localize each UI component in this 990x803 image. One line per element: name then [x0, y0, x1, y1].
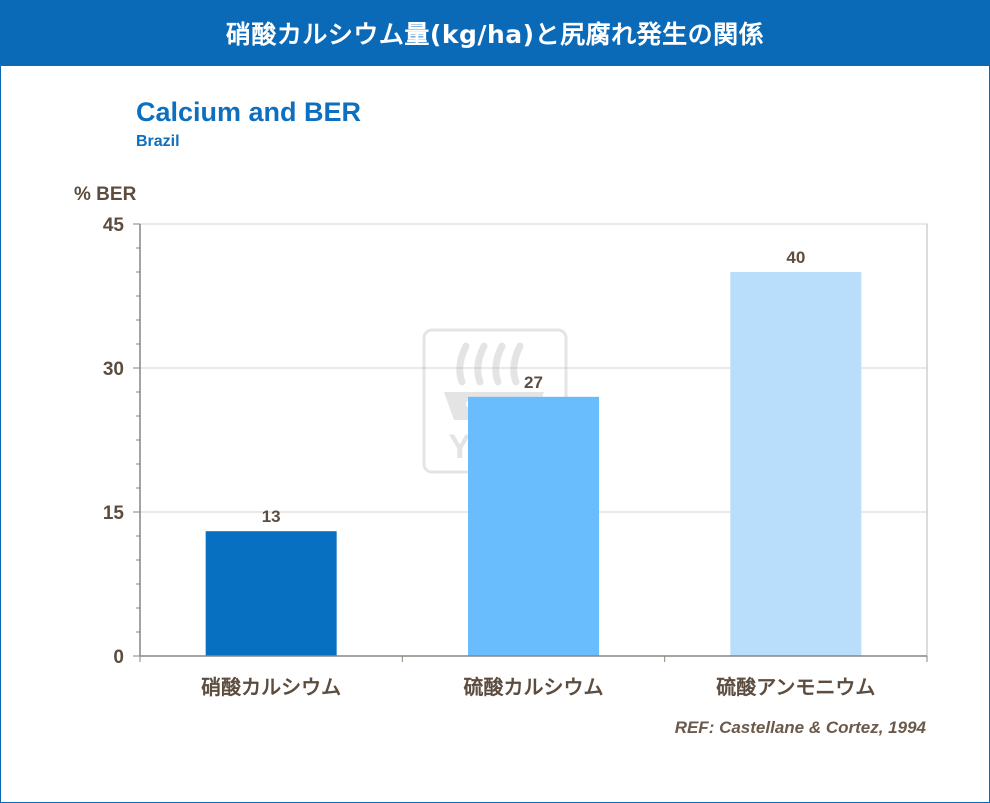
- x-ticks: 硝酸カルシウム 硫酸カルシウム 硫酸アンモニウム: [139, 656, 928, 699]
- y-tick-label: 15: [103, 503, 125, 524]
- banner-title: 硝酸カルシウム量(kg/ha)と尻腐れ発生の関係: [225, 20, 765, 49]
- bars: 13 27 40: [205, 248, 862, 656]
- x-tick-label: 硫酸カルシウム: [464, 675, 604, 699]
- y-tick-label: 30: [103, 359, 124, 380]
- x-tick-label: 硝酸カルシウム: [201, 675, 341, 699]
- bar-value-label: 13: [262, 507, 281, 526]
- chart-title: Calcium and BER: [136, 97, 362, 127]
- y-tick-label: 0: [113, 647, 124, 668]
- bar-value-label: 27: [524, 373, 543, 392]
- bar: [468, 396, 599, 656]
- bar-value-label: 40: [786, 248, 805, 267]
- title-banner: 硝酸カルシウム量(kg/ha)と尻腐れ発生の関係: [0, 0, 990, 66]
- reference-citation: REF: Castellane & Cortez, 1994: [674, 718, 926, 737]
- y-tick-label: 45: [103, 215, 125, 236]
- bar: [205, 531, 337, 656]
- chart-subtitle: Brazil: [136, 133, 180, 150]
- bar: [730, 272, 862, 656]
- y-axis-label: % BER: [74, 184, 137, 205]
- y-ticks: 0 15 30 45: [103, 215, 140, 668]
- x-tick-label: 硫酸アンモニウム: [716, 675, 875, 699]
